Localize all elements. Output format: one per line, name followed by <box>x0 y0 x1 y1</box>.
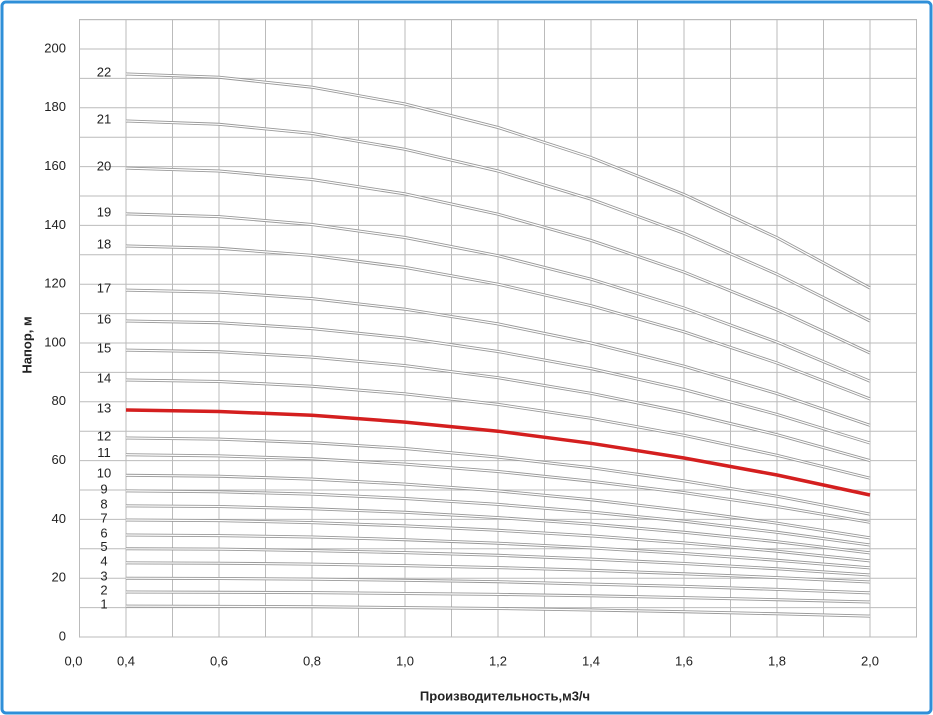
curve-core <box>125 548 871 576</box>
series-label: 8 <box>100 496 107 511</box>
curve-core <box>125 349 871 462</box>
x-tick-label: 0,4 <box>117 653 135 668</box>
curve-core <box>125 577 871 594</box>
x-tick-label: 1,4 <box>582 653 600 668</box>
y-tick-label: 60 <box>52 452 66 467</box>
x-axis-label: Производительность,м3/ч <box>420 688 590 703</box>
curve-core <box>125 320 871 444</box>
series-label: 1 <box>100 597 107 612</box>
curve-core <box>125 562 871 583</box>
y-tick-label: 0 <box>59 628 66 643</box>
series-label: 22 <box>97 64 111 79</box>
series-label: 3 <box>100 569 107 584</box>
curve-core <box>125 120 871 322</box>
curve-core <box>125 534 871 569</box>
series-label: 9 <box>100 481 107 496</box>
x-tick-label: 0,6 <box>210 653 228 668</box>
curve-core <box>125 245 871 400</box>
series-label: 16 <box>97 311 111 326</box>
y-tick-label: 200 <box>44 40 66 55</box>
series-label: 6 <box>100 525 107 540</box>
series-label: 19 <box>97 204 111 219</box>
series-label: 12 <box>97 428 111 443</box>
series-label: 11 <box>97 445 111 460</box>
curve-core <box>125 519 871 562</box>
series-label: 14 <box>97 370 111 385</box>
series-label: 20 <box>97 159 111 174</box>
curve-core <box>125 605 871 617</box>
curve-core <box>125 437 871 515</box>
curve-core <box>125 454 871 523</box>
series-label: 4 <box>100 553 107 568</box>
series-label: 5 <box>100 539 107 554</box>
x-tick-label: 1,2 <box>489 653 507 668</box>
series-label: 15 <box>97 340 111 355</box>
curve-core <box>125 213 871 382</box>
series-label: 18 <box>97 236 111 251</box>
curve-core <box>125 591 871 603</box>
y-axis-label: Напор, м <box>19 316 34 373</box>
x-tick-label: 0,0 <box>64 653 82 668</box>
y-tick-label: 80 <box>52 393 66 408</box>
curve-core <box>125 474 871 539</box>
series-label: 2 <box>100 582 107 597</box>
series-label: 21 <box>97 111 111 126</box>
x-tick-label: 2,0 <box>861 653 879 668</box>
series-label: 13 <box>97 400 111 415</box>
curve-core <box>125 73 871 289</box>
curve <box>125 408 871 497</box>
x-tick-label: 1,6 <box>675 653 693 668</box>
curve-core <box>125 379 871 479</box>
series-label: 10 <box>97 466 111 481</box>
curve-core <box>125 289 871 426</box>
y-tick-label: 180 <box>44 99 66 114</box>
series-label: 7 <box>100 510 107 525</box>
y-tick-label: 140 <box>44 217 66 232</box>
y-tick-label: 40 <box>52 511 66 526</box>
x-tick-label: 1,8 <box>768 653 786 668</box>
curve-core <box>125 167 871 354</box>
curve-core <box>125 490 871 546</box>
y-tick-label: 120 <box>44 276 66 291</box>
curve-core <box>125 505 871 554</box>
series-label: 17 <box>97 281 111 296</box>
y-tick-label: 100 <box>44 334 66 349</box>
y-tick-label: 160 <box>44 158 66 173</box>
y-tick-label: 20 <box>52 570 66 585</box>
x-tick-label: 1,0 <box>396 653 414 668</box>
x-tick-label: 0,8 <box>303 653 321 668</box>
